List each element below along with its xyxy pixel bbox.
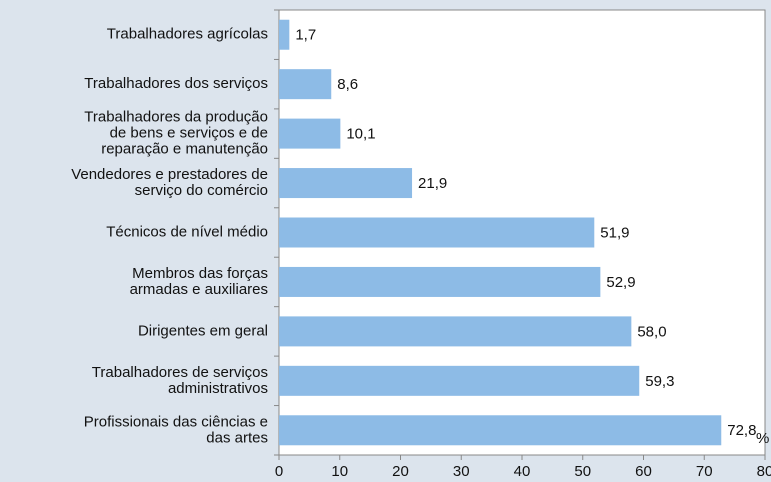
value-label: 58,0 [637, 323, 666, 340]
y-tick-label: Vendedores e prestadores de serviço do co… [71, 166, 268, 199]
value-label: 72,8 [727, 422, 756, 439]
value-label: 59,3 [645, 373, 674, 390]
x-unit: % [756, 430, 769, 447]
value-label: 21,9 [418, 175, 447, 192]
y-tick-label: Dirigentes em geral [138, 322, 268, 339]
x-tick-label: 0 [275, 463, 283, 480]
value-label: 51,9 [600, 224, 629, 241]
y-tick-label: Trabalhadores da produção de bens e servi… [84, 109, 268, 158]
x-tick-label: 60 [635, 463, 652, 480]
bar [279, 415, 722, 446]
y-tick-label: Trabalhadores de serviços administrativos [92, 364, 268, 397]
value-label: 8,6 [337, 76, 358, 93]
y-tick-label: Profissionais das ciências e das artes [84, 413, 268, 446]
y-tick-label: Membros das forças armadas e auxiliares [130, 265, 268, 298]
x-tick-label: 40 [514, 463, 531, 480]
y-tick-label: Trabalhadores agrícolas [107, 26, 268, 43]
bar [279, 19, 290, 50]
bar [279, 168, 413, 199]
bar [279, 118, 341, 149]
x-tick-label: 30 [453, 463, 470, 480]
x-tick-label: 50 [574, 463, 591, 480]
bar [279, 217, 595, 248]
value-label: 52,9 [606, 274, 635, 291]
bar [279, 266, 601, 297]
value-label: 1,7 [295, 27, 316, 44]
bar [279, 365, 640, 396]
bar [279, 316, 632, 347]
y-tick-label: Técnicos de nível médio [106, 223, 268, 240]
x-tick-label: 20 [392, 463, 409, 480]
x-tick-label: 70 [696, 463, 713, 480]
x-tick-label: 10 [331, 463, 348, 480]
value-label: 10,1 [346, 126, 375, 143]
x-tick-label: 80 [757, 463, 771, 480]
y-tick-label: Trabalhadores dos serviços [84, 75, 268, 92]
bar [279, 69, 332, 100]
